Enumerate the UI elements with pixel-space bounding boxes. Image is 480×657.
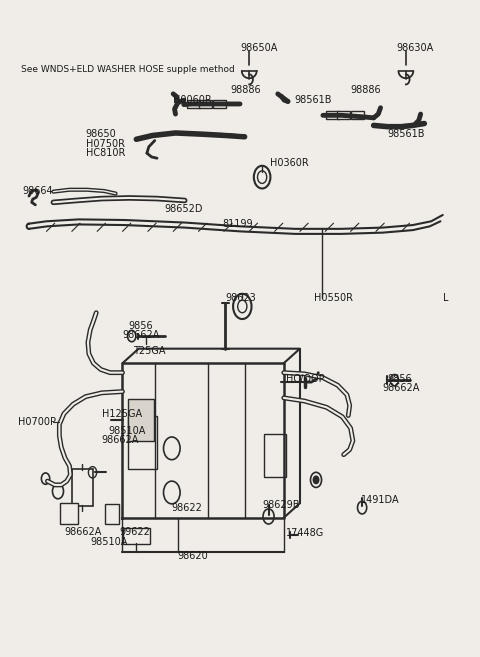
Text: 98510A: 98510A [108, 426, 146, 436]
FancyBboxPatch shape [123, 528, 150, 544]
Text: 98664: 98664 [23, 186, 53, 196]
FancyBboxPatch shape [264, 434, 286, 477]
Text: H0550R: H0550R [314, 293, 353, 304]
FancyBboxPatch shape [128, 415, 157, 468]
Text: 98650: 98650 [85, 129, 116, 139]
Text: 98622: 98622 [172, 503, 203, 513]
FancyBboxPatch shape [351, 111, 364, 119]
Circle shape [313, 476, 319, 484]
FancyBboxPatch shape [72, 469, 94, 507]
Text: 98630A: 98630A [396, 43, 434, 53]
Text: 98561B: 98561B [294, 95, 332, 105]
Text: 9856: 9856 [387, 374, 412, 384]
Text: 98886: 98886 [350, 85, 381, 95]
Text: H0060R: H0060R [173, 95, 212, 105]
Text: 98650A: 98650A [240, 43, 277, 53]
Text: 17448G: 17448G [286, 528, 324, 539]
Text: H125GA: H125GA [102, 409, 142, 419]
FancyBboxPatch shape [188, 100, 200, 108]
Text: 9856: 9856 [129, 321, 153, 331]
Text: H0700P: H0700P [18, 417, 56, 427]
Text: 98620: 98620 [178, 551, 208, 560]
FancyBboxPatch shape [60, 503, 78, 524]
Text: 98561B: 98561B [387, 129, 425, 139]
Text: 98623: 98623 [225, 293, 256, 304]
Text: 98510A: 98510A [90, 537, 128, 547]
Text: See WNDS+ELD WASHER HOSE supple method: See WNDS+ELD WASHER HOSE supple method [21, 66, 235, 74]
Text: 98886: 98886 [231, 85, 262, 95]
Text: H0750R: H0750R [85, 139, 125, 148]
Text: 98662A: 98662A [382, 383, 420, 393]
Text: 98662A: 98662A [122, 330, 160, 340]
Text: T25GA: T25GA [133, 346, 166, 356]
FancyBboxPatch shape [199, 100, 212, 108]
FancyBboxPatch shape [213, 100, 226, 108]
Text: L: L [443, 293, 448, 304]
Text: HC810R: HC810R [85, 148, 125, 158]
Text: 98629B: 98629B [262, 500, 300, 510]
FancyBboxPatch shape [337, 111, 350, 119]
FancyBboxPatch shape [105, 504, 119, 524]
Text: 99622: 99622 [119, 527, 150, 537]
Text: 81199: 81199 [223, 219, 253, 229]
Text: 98662A: 98662A [102, 435, 139, 445]
Text: H0360R: H0360R [270, 158, 309, 168]
FancyBboxPatch shape [326, 111, 338, 119]
Text: 98662A: 98662A [64, 527, 101, 537]
FancyBboxPatch shape [128, 399, 154, 441]
Text: HC/OOP: HC/OOP [286, 374, 324, 384]
Text: 1491DA: 1491DA [361, 495, 399, 505]
Text: 98652D: 98652D [164, 204, 203, 214]
